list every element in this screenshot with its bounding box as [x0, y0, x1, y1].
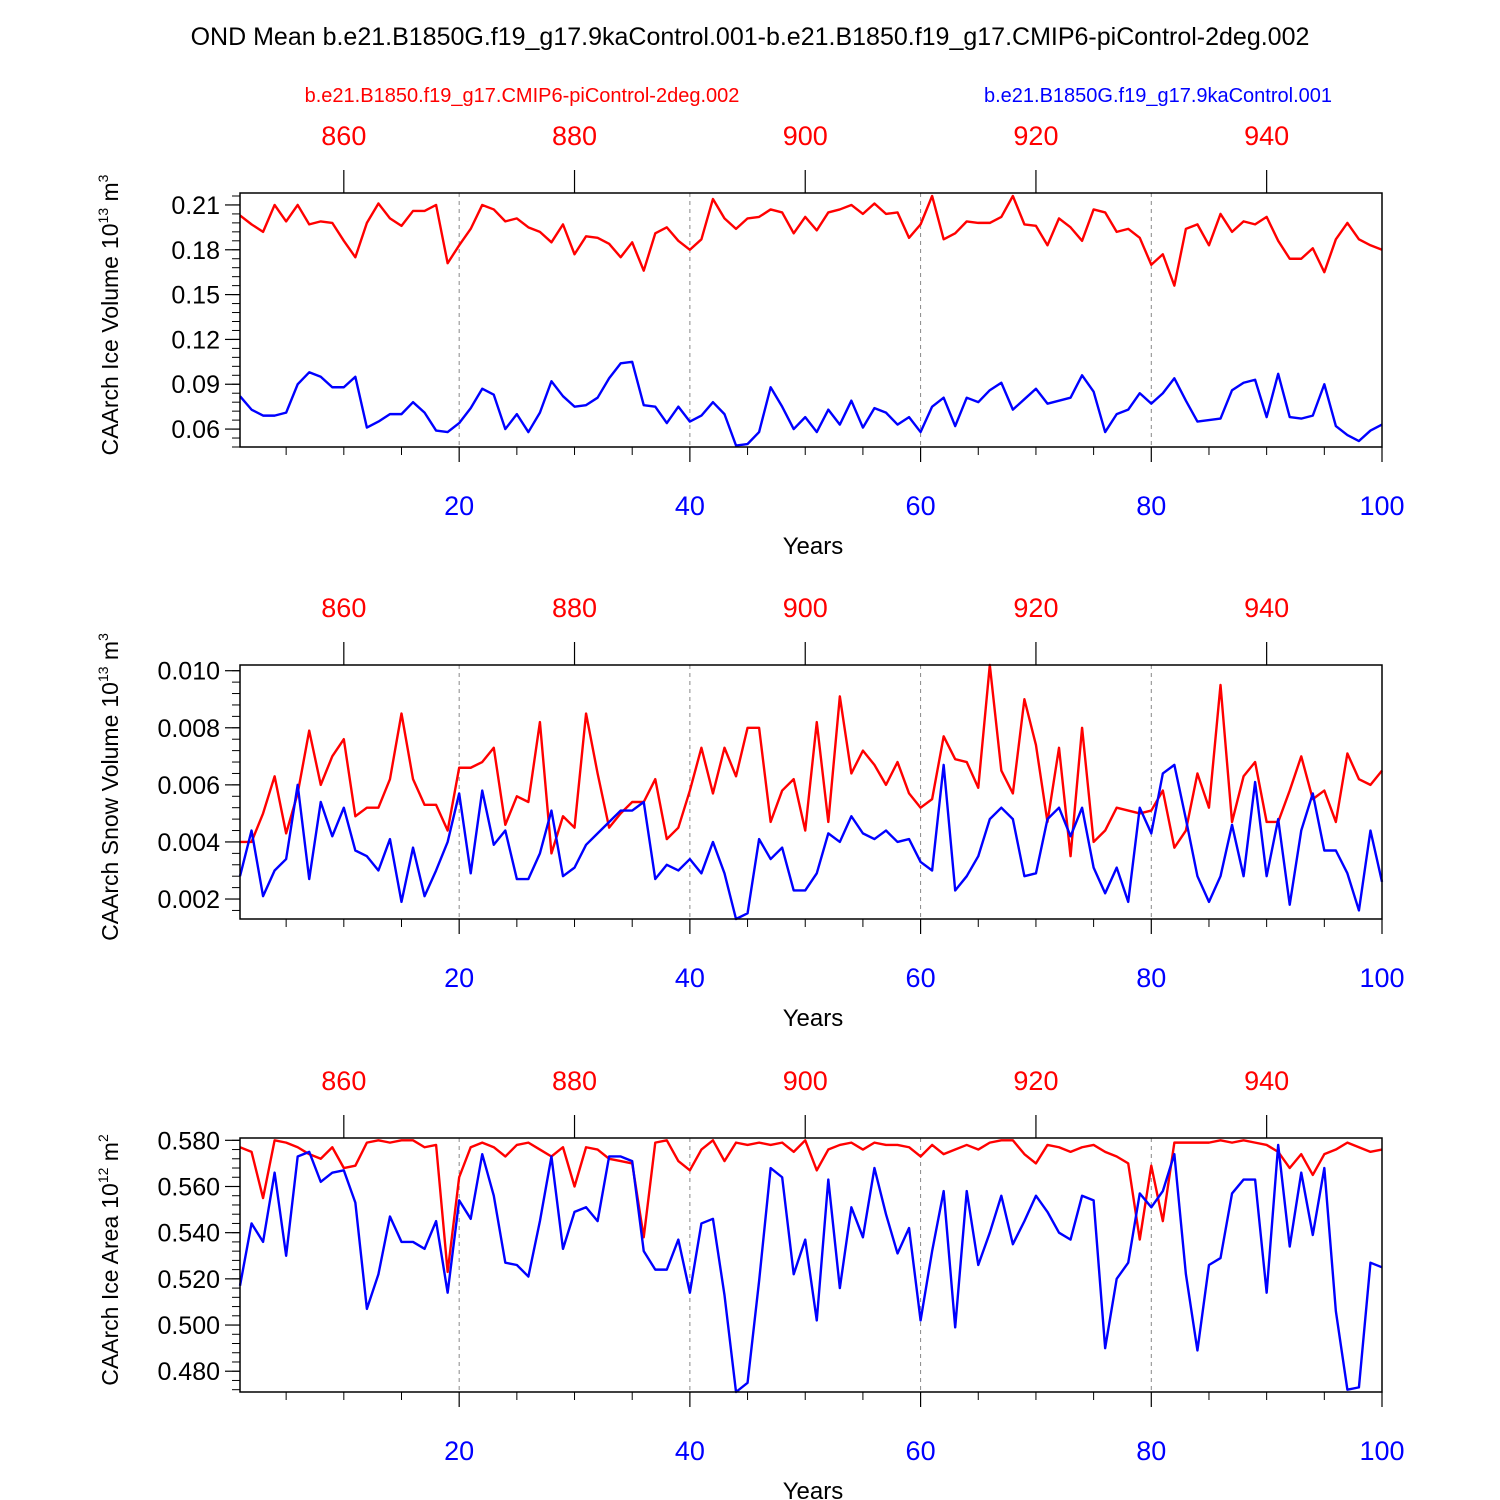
y-unit-base: 10 — [97, 1183, 123, 1209]
x-top-tick-label: 900 — [783, 121, 828, 151]
legend-blue-label: b.e21.B1850G.f19_g17.9kaControl.001 — [984, 85, 1332, 107]
legend-red-label: b.e21.B1850.f19_g17.CMIP6-piControl-2deg… — [305, 85, 740, 107]
y-unit-suffix: m — [97, 1142, 123, 1168]
x-bottom-tick-label: 20 — [444, 1436, 474, 1466]
x-axis-title: Years — [783, 1005, 844, 1032]
chart-panel-1: 0.06 0.09 0.12 0.15 0.18 0.21 20 40 60 80 100 860 88… — [95, 121, 1405, 560]
y-unit-base: 10 — [97, 223, 123, 249]
x-top-tick-label: 920 — [1013, 1066, 1058, 1096]
y-tick-label: 0.12 — [171, 326, 220, 354]
y-tick-label: 0.004 — [157, 829, 220, 857]
y-unit-base: 10 — [97, 682, 123, 708]
x-top-tick-label: 860 — [321, 121, 366, 151]
x-bottom-tick-label: 40 — [675, 1436, 705, 1466]
x-bottom-tick-label: 60 — [906, 963, 936, 993]
x-top-tick-label: 940 — [1244, 1066, 1289, 1096]
x-top-tick-label: 900 — [783, 1066, 828, 1096]
y-tick-label: 0.520 — [157, 1266, 220, 1294]
y-unit-exponent: 13 — [95, 666, 111, 682]
y-tick-label: 0.006 — [157, 772, 220, 800]
y-unit-suffix: m — [97, 182, 123, 208]
y-tick-label: 0.008 — [157, 715, 220, 743]
series-line-red — [239, 194, 1383, 287]
y-tick-label: 0.18 — [171, 237, 220, 265]
plot-frame — [239, 192, 1383, 448]
plot-frame — [239, 1137, 1383, 1393]
y-tick-label: 0.500 — [157, 1312, 220, 1340]
y-axis-title: CAArch Ice Volume 1013 m3 — [95, 174, 123, 455]
x-top-tick-label: 920 — [1013, 593, 1058, 623]
y-tick-label: 0.560 — [157, 1173, 220, 1201]
y-unit-suffix-exponent: 2 — [95, 1134, 111, 1142]
y-axis-label: CAArch Snow Volume — [97, 715, 123, 941]
y-tick-label: 0.580 — [157, 1127, 220, 1155]
plot-frame — [239, 664, 1383, 920]
figure-title: OND Mean b.e21.B1850G.f19_g17.9kaControl… — [191, 23, 1310, 51]
series-line-red — [240, 663, 1383, 858]
x-top-tick-label: 940 — [1244, 593, 1289, 623]
x-bottom-tick-label: 60 — [906, 491, 936, 521]
chart-panel-2: 0.002 0.004 0.006 0.008 0.010 20 40 60 80 100 860 8… — [95, 593, 1405, 1032]
y-tick-label: 0.21 — [171, 192, 220, 220]
x-bottom-tick-label: 20 — [444, 963, 474, 993]
x-bottom-tick-label: 20 — [444, 491, 474, 521]
x-axis-title: Years — [783, 1478, 844, 1500]
x-axis-title: Years — [783, 533, 844, 560]
y-tick-label: 0.06 — [171, 416, 220, 444]
y-unit-exponent: 12 — [95, 1167, 111, 1183]
x-top-tick-label: 880 — [552, 121, 597, 151]
chart-panel-3: 0.480 0.500 0.520 0.540 0.560 0.580 20 40 60 80 10… — [95, 1066, 1405, 1500]
y-unit-suffix-exponent: 3 — [95, 174, 111, 182]
x-top-tick-label: 860 — [321, 593, 366, 623]
y-tick-label: 0.15 — [171, 282, 220, 310]
series-line-blue — [239, 360, 1383, 447]
y-unit-suffix-exponent: 3 — [95, 633, 111, 641]
series-line-red — [239, 1139, 1383, 1274]
x-bottom-tick-label: 40 — [675, 491, 705, 521]
x-bottom-tick-label: 80 — [1136, 491, 1166, 521]
x-bottom-tick-label: 100 — [1359, 1436, 1404, 1466]
x-top-tick-label: 900 — [783, 593, 828, 623]
x-bottom-tick-label: 80 — [1136, 963, 1166, 993]
y-tick-label: 0.002 — [157, 886, 220, 914]
y-axis-label: CAArch Ice Area — [97, 1216, 123, 1386]
series-line-blue — [238, 763, 1384, 921]
y-axis-title: CAArch Ice Area 1012 m2 — [95, 1134, 123, 1386]
x-bottom-tick-label: 60 — [906, 1436, 936, 1466]
y-axis-title: CAArch Snow Volume 1013 m3 — [95, 633, 123, 941]
series-line-blue — [238, 1143, 1383, 1394]
x-bottom-tick-label: 100 — [1359, 491, 1404, 521]
x-top-tick-label: 880 — [552, 1066, 597, 1096]
x-bottom-tick-label: 80 — [1136, 1436, 1166, 1466]
x-top-tick-label: 860 — [321, 1066, 366, 1096]
y-tick-label: 0.540 — [157, 1220, 220, 1248]
y-tick-label: 0.010 — [157, 658, 220, 686]
y-unit-exponent: 13 — [95, 208, 111, 224]
x-top-tick-label: 940 — [1244, 121, 1289, 151]
x-bottom-tick-label: 100 — [1359, 963, 1404, 993]
y-tick-label: 0.480 — [157, 1358, 220, 1386]
y-tick-label: 0.09 — [171, 371, 220, 399]
x-top-tick-label: 920 — [1013, 121, 1058, 151]
x-top-tick-label: 880 — [552, 593, 597, 623]
x-bottom-tick-label: 40 — [675, 963, 705, 993]
y-axis-label: CAArch Ice Volume — [97, 256, 123, 455]
y-unit-suffix: m — [97, 641, 123, 667]
